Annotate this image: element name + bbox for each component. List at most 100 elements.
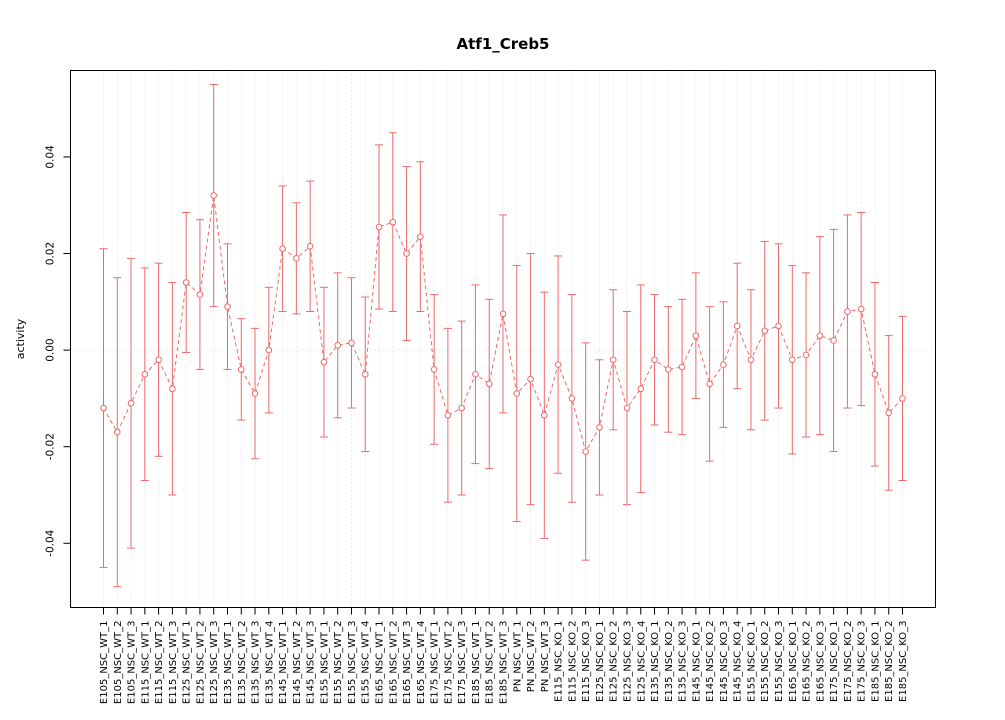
data-point: [747, 356, 755, 364]
data-point: [265, 346, 273, 354]
data-point: [527, 375, 534, 383]
data-points: [100, 192, 906, 455]
data-point: [444, 412, 452, 419]
data-point: [169, 385, 176, 393]
data-point: [844, 308, 851, 315]
data-point: [403, 250, 410, 257]
x-tick-label: E115_NSC_KO_1: [554, 621, 565, 702]
x-tick-label: E165_NSC_WT_1: [375, 621, 386, 705]
data-point: [293, 255, 300, 262]
x-tick-label: PN_NSC_WT_2: [526, 621, 537, 693]
y-tick-label: 0.04: [45, 145, 57, 169]
data-point: [237, 366, 245, 373]
x-tick-label: E155_NSC_WT_2: [333, 621, 344, 705]
data-point: [513, 390, 521, 397]
data-point: [279, 245, 286, 252]
x-tick-label: E125_NSC_WT_2: [195, 621, 206, 705]
data-point: [485, 380, 493, 388]
data-point: [871, 370, 879, 378]
y-tick-label: -0.04: [45, 529, 57, 556]
x-tick-label: E155_NSC_KO_1: [746, 621, 757, 702]
x-tick-label: E125_NSC_KO_3: [622, 621, 633, 702]
x-tick-label: E125_NSC_KO_4: [636, 621, 647, 702]
y-axis-title: activity: [14, 318, 27, 359]
data-point: [899, 395, 906, 402]
data-point: [458, 404, 465, 412]
data-point: [623, 404, 631, 412]
data-point: [113, 428, 121, 436]
data-point: [665, 366, 672, 373]
data-point: [389, 218, 397, 226]
x-tick-label: E155_NSC_KO_3: [774, 621, 785, 702]
x-tick-label: E135_NSC_WT_2: [237, 621, 248, 705]
x-tick-label: E175_NSC_KO_1: [829, 621, 840, 702]
x-tick-label: E145_NSC_WT_1: [278, 621, 289, 705]
data-point: [637, 385, 645, 393]
data-point: [802, 351, 810, 359]
data-point: [472, 370, 479, 378]
x-tick-label: E165_NSC_WT_2: [388, 621, 399, 705]
x-tick-label: E145_NSC_KO_2: [705, 621, 716, 702]
x-tick-label: E175_NSC_WT_2: [443, 621, 454, 705]
data-point: [857, 305, 865, 313]
x-tick-label: E125_NSC_KO_2: [609, 621, 620, 702]
x-tick-label: E165_NSC_KO_2: [802, 621, 813, 702]
x-tick-label: E145_NSC_KO_3: [719, 621, 730, 702]
y-axis: -0.04 -0.02 0.00 0.02 0.04: [45, 145, 71, 557]
x-tick-label: E175_NSC_WT_1: [430, 621, 441, 705]
x-tick-label: E135_NSC_KO_3: [678, 621, 689, 702]
x-tick-label: PN_NSC_WT_1: [512, 621, 523, 693]
data-point: [596, 424, 603, 431]
data-point: [830, 337, 837, 344]
data-point: [706, 380, 713, 388]
y-tick-label: 0.00: [45, 338, 57, 361]
x-tick-label: E165_NSC_WT_3: [402, 621, 413, 705]
data-point: [651, 356, 658, 364]
x-tick-label: E185_NSC_KO_2: [884, 621, 895, 702]
x-tick-label: E155_NSC_KO_2: [760, 621, 771, 702]
x-tick-label: E105_NSC_WT_3: [127, 621, 138, 705]
x-tick-label: E145_NSC_KO_1: [691, 621, 702, 702]
data-point: [885, 409, 893, 417]
data-point: [306, 242, 314, 250]
x-tick-label: E185_NSC_KO_3: [898, 621, 909, 702]
data-point: [775, 322, 782, 330]
data-point: [224, 303, 231, 310]
x-tick-label: E185_NSC_KO_1: [870, 621, 881, 702]
data-point: [417, 233, 424, 240]
y-tick-label: -0.02: [45, 433, 57, 460]
data-point: [678, 363, 686, 371]
data-point: [609, 356, 617, 364]
x-tick-label: E145_NSC_WT_3: [306, 621, 317, 705]
data-point: [182, 279, 190, 286]
chart-title: Atf1_Creb5: [457, 35, 550, 53]
data-point: [361, 370, 369, 378]
data-point: [733, 322, 741, 330]
x-tick-label: E175_NSC_KO_2: [843, 621, 854, 702]
data-point: [141, 370, 149, 378]
data-point: [430, 366, 438, 373]
data-point: [554, 361, 562, 368]
data-point: [692, 332, 700, 339]
x-tick-label: E125_NSC_WT_1: [182, 621, 193, 705]
data-point: [348, 339, 355, 347]
data-point: [100, 404, 107, 412]
x-tick-label: E155_NSC_WT_1: [319, 621, 330, 705]
data-point: [761, 327, 769, 335]
x-tick-label: E115_NSC_WT_3: [168, 621, 179, 705]
x-tick-label: E175_NSC_KO_3: [857, 621, 868, 702]
x-tick-label: E165_NSC_KO_1: [788, 621, 799, 702]
x-tick-label: E185_NSC_WT_2: [485, 621, 496, 705]
x-tick-label: E165_NSC_KO_3: [815, 621, 826, 702]
x-tick-label: E165_NSC_WT_4: [416, 621, 427, 705]
data-point: [334, 341, 341, 349]
x-tick-label: E115_NSC_WT_1: [140, 621, 151, 705]
y-tick-label: 0.02: [45, 242, 57, 265]
data-point: [375, 223, 383, 231]
x-tick-label: E175_NSC_WT_3: [457, 621, 468, 705]
x-tick-label: E155_NSC_WT_4: [361, 621, 372, 705]
x-tick-label: E125_NSC_WT_3: [209, 621, 220, 705]
